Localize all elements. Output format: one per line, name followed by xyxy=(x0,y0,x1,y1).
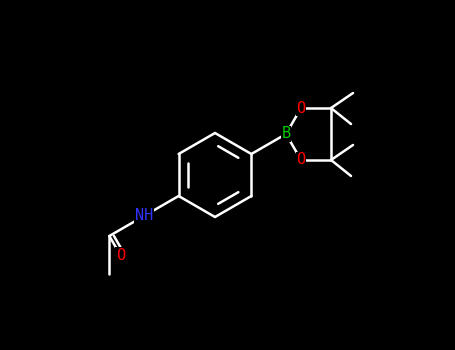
Text: O: O xyxy=(297,100,306,116)
Text: NH: NH xyxy=(135,209,153,224)
Text: B: B xyxy=(282,126,291,141)
Text: O: O xyxy=(116,247,125,262)
Text: O: O xyxy=(297,153,306,168)
